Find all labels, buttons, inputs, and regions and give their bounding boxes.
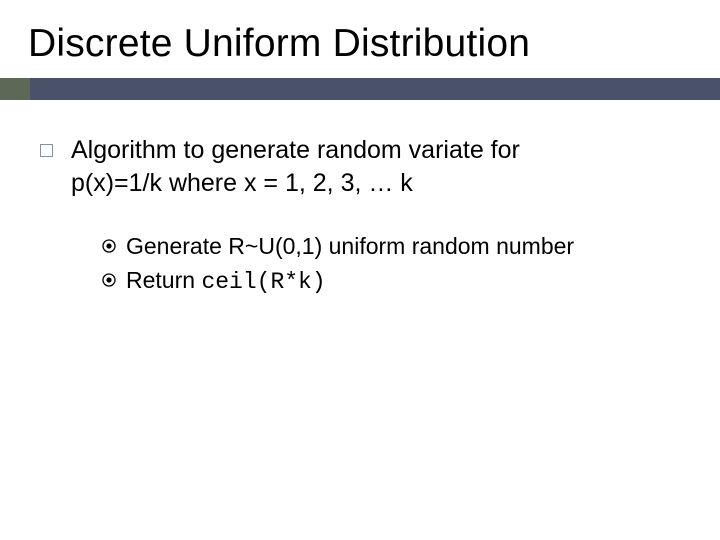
target-bullet-icon <box>102 239 116 253</box>
bullet-line1: Algorithm to generate random variate for <box>71 136 520 164</box>
divider-accent <box>0 78 30 100</box>
bullet-line2: p(x)=1/k where x = 1, 2, 3, … k <box>71 169 413 197</box>
sub-text: Generate R~U(0,1) uniform random number <box>126 230 574 262</box>
bullet-text: Algorithm to generate random variate for… <box>71 134 520 200</box>
target-bullet-icon <box>102 273 116 287</box>
sub-prefix: Return <box>126 267 195 293</box>
sub-rest: R~U(0,1) uniform random number <box>222 233 574 259</box>
sub-prefix: Generate <box>126 233 222 259</box>
sub-item: Return ceil(R*k) <box>102 264 680 298</box>
sub-bullet-group: Generate R~U(0,1) uniform random number … <box>40 200 680 298</box>
divider-main <box>30 78 720 100</box>
sub-mono: ceil(R*k) <box>201 269 325 295</box>
content-area: Algorithm to generate random variate for… <box>0 100 720 298</box>
sub-text: Return ceil(R*k) <box>126 264 326 298</box>
divider <box>0 78 720 100</box>
slide-title: Discrete Uniform Distribution <box>0 0 720 66</box>
bullet-item: Algorithm to generate random variate for… <box>40 134 680 200</box>
sub-item: Generate R~U(0,1) uniform random number <box>102 230 680 262</box>
square-bullet-icon <box>40 144 53 157</box>
